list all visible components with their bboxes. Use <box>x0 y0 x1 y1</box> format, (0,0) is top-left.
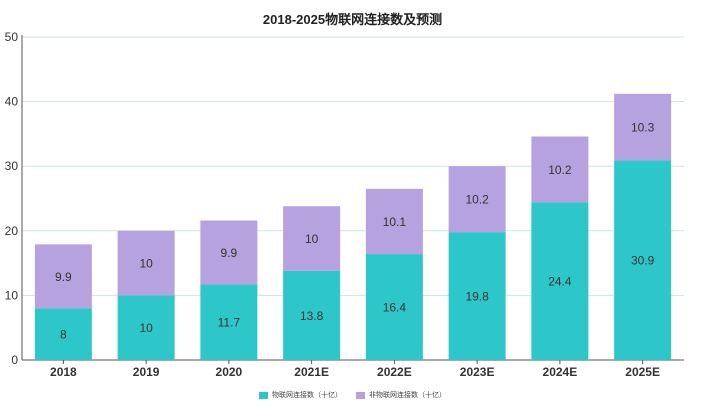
legend-swatch-non-iot <box>356 391 365 399</box>
data-label: 10.3 <box>631 121 655 135</box>
x-tick-label: 2019 <box>133 365 160 379</box>
data-label: 10.1 <box>383 215 407 229</box>
y-tick-label: 10 <box>5 288 19 302</box>
data-label: 11.7 <box>218 316 241 330</box>
data-label: 8 <box>60 328 67 342</box>
x-tick-label: 2024E <box>543 365 578 379</box>
bar-iot-2018 <box>34 308 92 360</box>
legend-swatch-iot <box>259 391 268 399</box>
bar-iot-2024E <box>531 202 589 360</box>
data-label: 10 <box>305 232 319 246</box>
bar-non-iot-2023E <box>448 166 506 233</box>
x-tick-label: 2020 <box>216 365 243 379</box>
legend-item-iot[interactable]: 物联网连接数（十亿） <box>259 390 342 400</box>
data-label: 10.2 <box>465 193 489 207</box>
bar-non-iot-2018 <box>34 244 92 309</box>
chart-title: 2018-2025物联网连接数及预测 <box>262 12 443 27</box>
bar-iot-2020 <box>200 284 258 360</box>
bar-iot-2025E <box>614 160 672 360</box>
bar-iot-2021E <box>283 270 341 360</box>
bar-non-iot-2025E <box>614 93 672 161</box>
legend-label-iot: 物联网连接数（十亿） <box>272 392 342 399</box>
legend-label-non-iot: 非物联网连接数（十亿） <box>369 392 446 399</box>
x-tick-label: 2025E <box>625 365 660 379</box>
bar-iot-2023E <box>448 232 506 360</box>
y-tick-label: 20 <box>5 224 19 238</box>
bar-non-iot-2021E <box>283 206 341 271</box>
data-label: 10.2 <box>548 163 572 177</box>
legend-item-non-iot[interactable]: 非物联网连接数（十亿） <box>356 390 446 400</box>
bar-non-iot-2024E <box>531 136 589 203</box>
y-tick-label: 0 <box>11 353 18 367</box>
bar-non-iot-2019 <box>117 230 175 296</box>
x-tick-label: 2018 <box>50 365 77 379</box>
bar-iot-2019 <box>117 295 175 360</box>
x-tick-label: 2023E <box>460 365 495 379</box>
x-tick-label: 2021E <box>294 365 329 379</box>
data-label: 16.4 <box>383 301 407 315</box>
y-tick-label: 40 <box>5 95 19 109</box>
y-tick-label: 30 <box>5 159 19 173</box>
bar-non-iot-2022E <box>365 188 423 255</box>
data-label: 10 <box>139 321 153 335</box>
data-label: 19.8 <box>465 290 489 304</box>
bar-iot-2022E <box>365 254 423 360</box>
x-tick-label: 2022E <box>377 365 412 379</box>
y-tick-label: 50 <box>5 30 19 44</box>
bar-non-iot-2020 <box>200 220 258 285</box>
data-label: 30.9 <box>631 254 655 268</box>
data-label: 24.4 <box>548 275 572 289</box>
data-label: 9.9 <box>55 270 72 284</box>
data-label: 9.9 <box>221 246 238 260</box>
data-label: 10 <box>139 257 153 271</box>
data-label: 13.8 <box>300 309 324 323</box>
legend: 物联网连接数（十亿） 非物联网连接数（十亿） <box>0 390 705 400</box>
